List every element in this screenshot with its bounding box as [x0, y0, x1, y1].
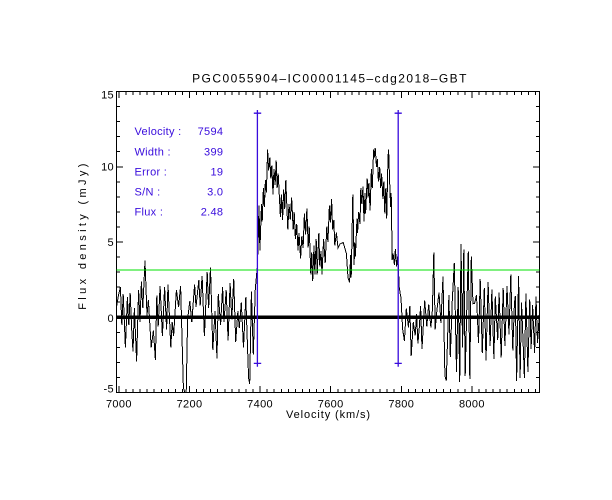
svg-text:7800: 7800 — [388, 399, 414, 411]
svg-text:3.0: 3.0 — [207, 187, 223, 199]
svg-text:S/N :: S/N : — [135, 187, 161, 199]
svg-text:Width :: Width : — [135, 146, 171, 158]
svg-text:2.48: 2.48 — [201, 207, 224, 219]
svg-text:7594: 7594 — [198, 126, 224, 138]
svg-text:10: 10 — [101, 162, 114, 174]
svg-text:Error :: Error : — [135, 167, 168, 179]
svg-text:7600: 7600 — [318, 399, 344, 411]
svg-text:Velocity (km/s): Velocity (km/s) — [286, 409, 371, 421]
svg-text:7200: 7200 — [177, 399, 203, 411]
svg-text:0: 0 — [108, 313, 114, 325]
svg-text:7000: 7000 — [106, 399, 132, 411]
svg-text:Flux density (mJy): Flux density (mJy) — [77, 160, 89, 310]
svg-text:PGC0055904–IC00001145–cdg2018–: PGC0055904–IC00001145–cdg2018–GBT — [192, 72, 468, 86]
svg-text:Velocity :: Velocity : — [135, 126, 182, 138]
svg-text:19: 19 — [210, 167, 223, 179]
svg-text:8000: 8000 — [459, 399, 485, 411]
svg-text:399: 399 — [204, 146, 223, 158]
svg-text:5: 5 — [108, 237, 114, 249]
svg-text:15: 15 — [101, 90, 114, 102]
svg-text:7400: 7400 — [247, 399, 273, 411]
svg-text:Flux :: Flux : — [135, 207, 164, 219]
svg-text:-5: -5 — [104, 384, 114, 396]
